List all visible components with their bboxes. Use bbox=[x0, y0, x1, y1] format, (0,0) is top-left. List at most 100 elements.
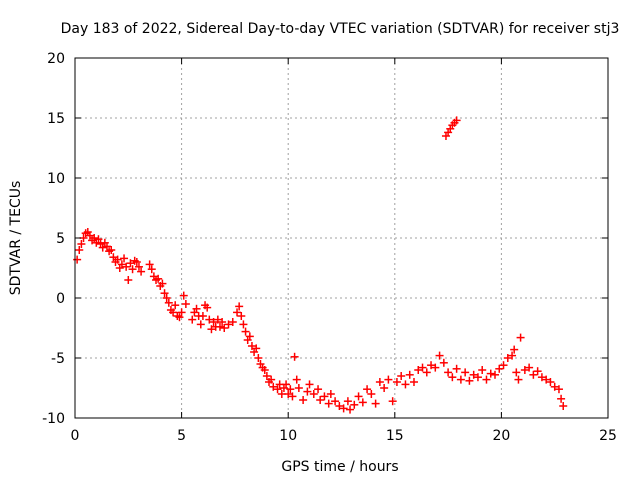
data-point bbox=[335, 402, 344, 410]
data-point bbox=[181, 300, 190, 308]
data-point bbox=[439, 358, 448, 367]
data-point bbox=[375, 378, 384, 386]
data-point bbox=[260, 366, 269, 374]
data-point bbox=[557, 394, 566, 403]
data-point bbox=[235, 302, 244, 311]
data-point bbox=[247, 342, 256, 350]
x-axis-label: GPS time / hours bbox=[281, 459, 398, 475]
data-point bbox=[290, 352, 299, 361]
data-point bbox=[192, 304, 201, 313]
data-point bbox=[546, 378, 555, 386]
data-point bbox=[120, 254, 129, 263]
data-point bbox=[431, 363, 440, 372]
x-tick-label: 25 bbox=[599, 428, 617, 444]
x-tick-label: 15 bbox=[386, 428, 404, 444]
data-point bbox=[245, 332, 254, 341]
data-point bbox=[102, 242, 111, 251]
data-point bbox=[215, 322, 224, 331]
data-point bbox=[109, 253, 118, 262]
data-point bbox=[169, 308, 178, 317]
data-point bbox=[237, 312, 246, 320]
data-point bbox=[137, 267, 146, 276]
data-point bbox=[175, 313, 184, 322]
data-points bbox=[73, 116, 568, 414]
data-point bbox=[405, 370, 414, 379]
data-point bbox=[473, 373, 482, 382]
data-point bbox=[160, 289, 169, 298]
data-point bbox=[282, 380, 291, 389]
data-point bbox=[262, 372, 271, 380]
data-point bbox=[414, 366, 423, 374]
data-point bbox=[294, 384, 303, 392]
data-point bbox=[98, 243, 107, 252]
data-point bbox=[418, 363, 427, 372]
grid bbox=[75, 58, 608, 418]
data-point bbox=[510, 345, 519, 354]
data-point bbox=[444, 368, 453, 377]
data-point bbox=[305, 380, 314, 389]
data-point bbox=[288, 392, 297, 401]
data-point bbox=[107, 246, 116, 254]
data-point bbox=[452, 116, 461, 125]
data-point bbox=[508, 351, 517, 360]
data-point bbox=[435, 351, 444, 360]
data-point bbox=[469, 370, 478, 379]
data-point bbox=[499, 361, 508, 370]
data-point bbox=[122, 262, 131, 271]
data-point bbox=[371, 399, 380, 408]
data-point bbox=[384, 375, 393, 384]
data-point bbox=[284, 390, 293, 398]
data-point bbox=[533, 367, 542, 376]
data-point bbox=[233, 308, 242, 317]
data-point bbox=[124, 276, 133, 284]
data-point bbox=[179, 291, 188, 300]
data-point bbox=[491, 370, 500, 379]
data-point bbox=[75, 246, 84, 254]
data-point bbox=[134, 262, 143, 271]
data-point bbox=[126, 259, 135, 268]
data-point bbox=[380, 384, 389, 392]
data-point bbox=[465, 376, 474, 385]
data-point bbox=[241, 327, 250, 336]
data-point bbox=[213, 315, 222, 324]
data-point bbox=[331, 397, 340, 406]
data-point bbox=[350, 400, 359, 409]
data-point bbox=[147, 265, 156, 274]
data-point bbox=[196, 320, 205, 329]
data-point bbox=[550, 382, 559, 391]
x-tick-label: 0 bbox=[71, 428, 80, 444]
ticks: 0 5 10 15 20 25 -10 -5 0 5 10 15 20 bbox=[42, 51, 617, 444]
data-point bbox=[554, 385, 563, 394]
data-point bbox=[520, 366, 529, 374]
data-point bbox=[254, 354, 263, 362]
y-tick-label: 10 bbox=[47, 171, 65, 187]
data-point bbox=[113, 255, 122, 264]
data-point bbox=[299, 396, 308, 404]
data-point bbox=[401, 380, 410, 389]
data-point bbox=[537, 373, 546, 382]
data-point bbox=[188, 315, 197, 324]
data-point bbox=[77, 240, 86, 248]
data-point bbox=[316, 396, 325, 404]
y-tick-label: -5 bbox=[51, 351, 65, 367]
data-point bbox=[128, 265, 137, 274]
data-point bbox=[358, 398, 367, 407]
data-point bbox=[228, 318, 237, 326]
data-point bbox=[273, 385, 282, 394]
data-point bbox=[292, 375, 301, 384]
data-point bbox=[224, 320, 233, 329]
data-point bbox=[117, 260, 126, 269]
data-point bbox=[525, 363, 534, 372]
data-point bbox=[177, 308, 186, 317]
y-tick-label: 15 bbox=[47, 111, 65, 127]
data-point bbox=[324, 399, 333, 408]
data-point bbox=[90, 234, 99, 242]
data-point bbox=[220, 324, 229, 332]
data-point bbox=[452, 364, 461, 373]
data-point bbox=[363, 385, 372, 394]
data-point bbox=[456, 375, 465, 384]
data-point bbox=[559, 402, 568, 410]
data-point bbox=[267, 375, 276, 384]
